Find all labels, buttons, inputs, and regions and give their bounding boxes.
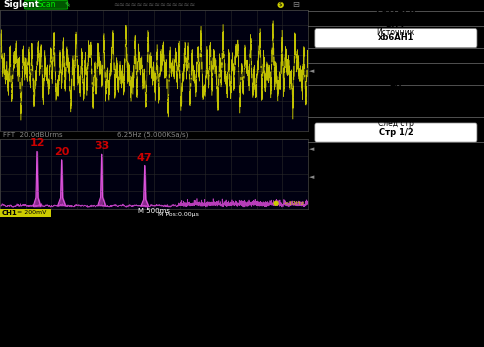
Text: Scan: Scan <box>38 0 56 9</box>
Text: ●: ● <box>272 200 279 206</box>
Text: Хеннинг: Хеннинг <box>376 56 416 65</box>
Text: ◄: ◄ <box>309 146 315 152</box>
Text: M Pos:0.00μs: M Pos:0.00μs <box>158 212 199 217</box>
Text: МАТЕМ.: МАТЕМ. <box>376 6 416 15</box>
Text: ✎: ✎ <box>65 2 71 8</box>
Text: Стр 1/2: Стр 1/2 <box>378 128 413 137</box>
Text: <10Hz: <10Hz <box>283 201 304 206</box>
Text: хb6АН1: хb6АН1 <box>378 33 414 42</box>
Text: 33: 33 <box>94 141 109 151</box>
Text: ◄: ◄ <box>309 174 315 180</box>
Text: ⊟: ⊟ <box>292 0 299 9</box>
Text: Растяжка: Растяжка <box>377 65 415 74</box>
Text: M 500ms: M 500ms <box>138 208 170 214</box>
FancyBboxPatch shape <box>25 1 68 9</box>
Text: ●: ● <box>276 0 284 9</box>
Text: 20: 20 <box>54 147 69 157</box>
Text: След стр: След стр <box>378 119 414 128</box>
Text: $: $ <box>278 2 282 7</box>
Text: FFT  20.0dBUrms: FFT 20.0dBUrms <box>3 132 63 138</box>
Text: CH1: CH1 <box>1 210 17 216</box>
Bar <box>0 209 51 217</box>
Text: Окно: Окно <box>386 50 406 59</box>
Text: Оператор: Оператор <box>376 13 416 22</box>
Text: ◄: ◄ <box>309 68 315 74</box>
Text: БПФ: БПФ <box>387 71 405 81</box>
Text: 12: 12 <box>29 138 45 148</box>
Text: 47: 47 <box>137 153 152 163</box>
Text: Источник: Источник <box>377 28 415 37</box>
Text: = 200mV: = 200mV <box>17 210 46 215</box>
Text: Спектр сигнала на разъеме ручных электродов при
использовании многочастотного си: Спектр сигнала на разъеме ручных электро… <box>7 222 395 290</box>
Text: 2X: 2X <box>390 78 402 87</box>
FancyBboxPatch shape <box>315 123 477 142</box>
Text: ≈≈≈≈≈≈≈≈≈≈≈≈≈≈: ≈≈≈≈≈≈≈≈≈≈≈≈≈≈ <box>113 2 195 8</box>
FancyBboxPatch shape <box>315 29 477 48</box>
Text: Siglent: Siglent <box>3 0 39 9</box>
Text: БПФ: БПФ <box>385 19 407 28</box>
Text: 6.25Hz (5.000KSa/s): 6.25Hz (5.000KSa/s) <box>117 132 188 138</box>
